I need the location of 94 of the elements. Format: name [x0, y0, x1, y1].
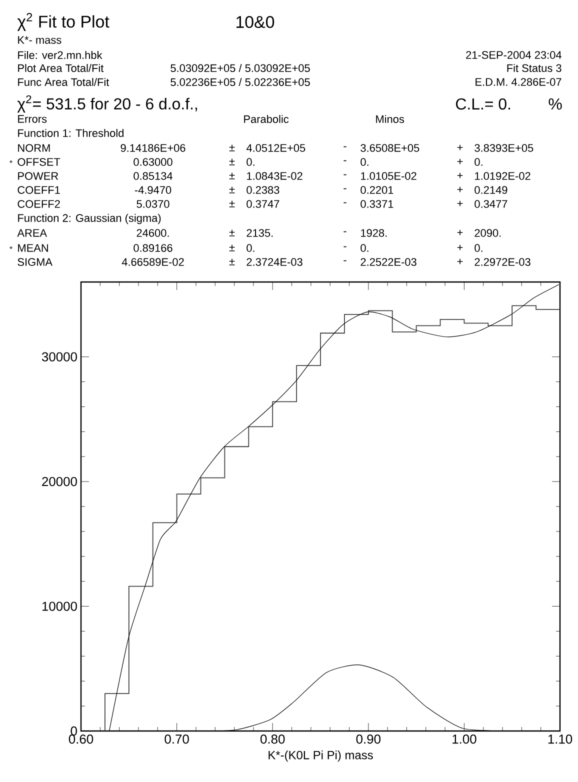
text: 2.3724E-03	[246, 258, 302, 266]
text: 5.03092E+05 / 5.03092E+05	[170, 64, 310, 72]
text: 5.02236E+05 / 5.02236E+05	[170, 78, 310, 86]
text: 0.	[360, 244, 368, 252]
text: SIGMA	[18, 258, 52, 266]
y-tick-label: 10000	[42, 602, 77, 611]
text: Function 2: Gaussian (sigma)	[18, 214, 161, 224]
x-tick-label: 1.00	[452, 734, 476, 744]
text: +	[457, 158, 463, 164]
text: POWER	[18, 172, 58, 180]
text: File: ver2.mn.hbk	[18, 50, 102, 60]
text: Errors	[18, 115, 47, 123]
text: OFFSET	[18, 158, 60, 166]
text: -	[344, 246, 346, 248]
text: -	[344, 160, 346, 162]
text: +	[457, 258, 463, 264]
chart-subtitle: K*- mass	[18, 36, 62, 44]
text: Parabolic	[244, 114, 289, 124]
text: 3.8393E+05	[474, 144, 534, 152]
x-tick-label: 0.60	[68, 734, 94, 744]
text: Func Area Total/Fit	[18, 78, 110, 86]
text: 0.3747	[246, 200, 280, 208]
text: -	[344, 202, 346, 204]
text: 2.2522E-03	[360, 258, 416, 266]
text: 0.	[246, 244, 254, 252]
text: -	[344, 231, 346, 232]
text: 1.0105E-02	[361, 172, 416, 180]
text: Fit Status 3	[507, 64, 562, 72]
text: ±	[229, 158, 235, 166]
text: 1.0843E-02	[247, 172, 302, 180]
text: 0.2383	[246, 186, 280, 194]
text: 4.0512E+05	[246, 144, 306, 152]
text: C.L.= 0.	[456, 98, 510, 110]
text: ±	[229, 200, 235, 208]
text: +	[457, 144, 463, 150]
text: -	[344, 146, 346, 148]
text: 0.	[474, 244, 482, 252]
text: 9.14186E+06	[120, 144, 186, 152]
text: 1.0192E-02	[475, 172, 530, 180]
text: 0.2149	[474, 186, 508, 194]
text: 0.2201	[360, 186, 394, 194]
text: 2.2972E-03	[474, 258, 530, 266]
text: Function 1: Threshold	[18, 128, 124, 138]
text: 0.89166	[134, 244, 172, 252]
text: ±	[229, 230, 235, 236]
x-axis-title: K*-(K0L Pi Pi) mass	[268, 750, 373, 762]
text: 3.6508E+05	[360, 144, 420, 152]
text: Minos	[376, 114, 404, 124]
text: ±	[229, 244, 235, 252]
text: 0.	[360, 158, 368, 166]
text: ±	[229, 258, 235, 266]
text: 1928.	[361, 229, 387, 237]
text: χ$^{2}$= 531.5 for 20 - 6 d.o.f.,	[17, 95, 197, 113]
text: +	[457, 186, 463, 192]
text: Plot Area Total/Fit	[18, 64, 104, 72]
text: %	[548, 98, 562, 110]
text: 0.	[474, 158, 482, 166]
x-tick-label: 0.90	[356, 734, 380, 744]
text: 5.0370	[136, 200, 170, 208]
text: 2090.	[474, 229, 501, 237]
text: 0.3371	[360, 200, 394, 208]
text: ±	[229, 144, 235, 152]
text: +	[457, 200, 463, 206]
text: +	[457, 172, 463, 178]
text: 0.	[246, 158, 254, 166]
text: -	[344, 188, 346, 190]
x-tick-label: 0.80	[260, 734, 285, 744]
text: +	[457, 244, 463, 250]
text: 10&0	[236, 16, 274, 28]
text: +	[457, 230, 463, 236]
text: -	[344, 174, 346, 176]
text: -	[344, 260, 346, 262]
text: MEAN	[18, 244, 48, 252]
text: 0.85134	[134, 172, 172, 180]
x-tick-label: 1.10	[548, 734, 572, 744]
chart-title: χ$^{2}$ Fit to Plot	[17, 12, 110, 31]
text: AREA	[17, 229, 48, 237]
text: ±	[229, 172, 235, 180]
text: 24600.	[136, 229, 169, 237]
text: 21-SEP-2004 23:04	[466, 51, 562, 59]
text: 0.63000	[134, 158, 172, 166]
y-tick-label: 20000	[42, 476, 77, 486]
text: 4.66589E-02	[122, 258, 184, 266]
text: ±	[229, 186, 235, 194]
text: 2135.	[246, 229, 273, 237]
text: NORM	[18, 144, 50, 152]
text: E.D.M. 4.286E-07	[476, 78, 562, 86]
y-tick-label: 30000	[42, 352, 77, 362]
y-tick-label: 0	[70, 726, 77, 736]
text: COEFF2	[18, 200, 60, 208]
x-tick-label: 0.70	[164, 734, 189, 744]
text: -4.9470	[134, 186, 172, 194]
text: COEFF1	[18, 186, 60, 194]
text: 0.3477	[474, 200, 508, 208]
